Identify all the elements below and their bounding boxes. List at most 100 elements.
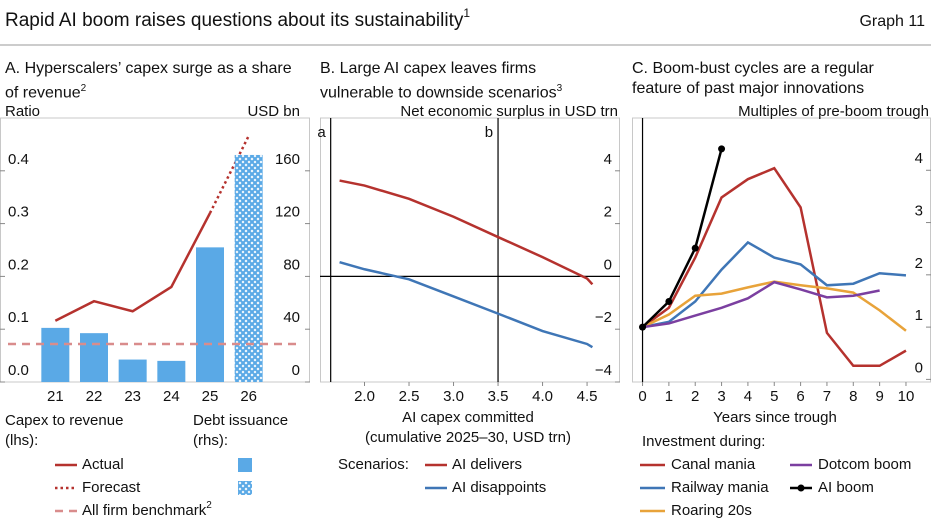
y-tick-label: 0.4 (8, 151, 29, 168)
legend-title: Investment during: (642, 433, 765, 450)
x-axis-label: AI capex committed (402, 409, 534, 426)
panel-title-text: B. Large AI capex leaves firms vulnerabl… (320, 60, 557, 102)
v-line-label: a (317, 124, 326, 141)
y2-tick-label: 40 (283, 309, 300, 326)
legend-label: Roaring 20s (671, 502, 752, 519)
y-tick-label: 0.1 (8, 309, 29, 326)
y2-tick-label: 0 (292, 362, 300, 379)
x-tick-label: 10 (898, 388, 915, 405)
x-tick-label: 3.0 (443, 388, 464, 405)
x-tick-label: 3.5 (488, 388, 509, 405)
panel-title-text: A. Hyperscalers’ capex surge as a share … (5, 60, 292, 102)
x-tick-label: 2.5 (399, 388, 420, 405)
page-title: Rapid AI boom raises questions about its… (5, 6, 470, 31)
line-series (339, 260, 594, 349)
point (691, 244, 699, 252)
legend-group-title: Debt issuance (rhs): (193, 412, 289, 449)
y-tick-label: 4 (915, 150, 923, 167)
x-tick-label: 21 (47, 388, 64, 405)
legend-swatch (238, 481, 252, 495)
legend-label: Forecast (82, 479, 141, 496)
line-series (642, 280, 880, 329)
line-series (641, 166, 907, 368)
y-axis-label: Ratio (5, 103, 40, 120)
panel-title: C. Boom-bust cycles are a regular featur… (632, 59, 922, 99)
x-tick-label: 5 (770, 388, 778, 405)
x-tick-label: 22 (86, 388, 103, 405)
y-tick-label: 2 (604, 204, 612, 221)
y-tick-label: 0 (915, 359, 923, 376)
y-tick-label: 4 (604, 151, 612, 168)
line-series (641, 148, 723, 329)
legend-group-title: Capex to revenue (lhs): (5, 412, 124, 449)
legend-marker (797, 484, 805, 492)
panel-title-note: 3 (556, 83, 563, 94)
legend-label: Railway mania (671, 479, 769, 496)
point (665, 297, 673, 305)
line-series (208, 135, 250, 214)
point (718, 145, 726, 153)
x-tick-label: 7 (823, 388, 831, 405)
y-tick-label: 0.3 (8, 204, 29, 221)
x-tick-label: 9 (875, 388, 883, 405)
y2-axis-label: USD bn (247, 103, 300, 120)
panel-title: B. Large AI capex leaves firms vulnerabl… (320, 59, 610, 103)
bar (157, 360, 186, 382)
y-tick-label: 3 (915, 203, 923, 220)
x-tick-label: 1 (665, 388, 673, 405)
x-tick-label: 0 (638, 388, 646, 405)
legend-label: AI disappoints (452, 479, 546, 496)
y-tick-label: 0.2 (8, 256, 29, 273)
line-series (642, 240, 907, 329)
v-line-label: b (485, 124, 493, 141)
title-text: Rapid AI boom raises questions about its… (5, 10, 464, 31)
legend-label: AI boom (818, 479, 874, 496)
x-tick-label: 4.5 (577, 388, 598, 405)
panel-title-text: C. Boom-bust cycles are a regular featur… (632, 60, 874, 97)
plot-frame (0, 117, 310, 383)
x-axis-label: (cumulative 2025–30, USD trn) (365, 429, 571, 446)
legend-label: Dotcom boom (818, 456, 911, 473)
y-tick-label: −4 (595, 362, 612, 379)
bar (118, 359, 147, 382)
point (639, 323, 647, 331)
title-note: 1 (463, 6, 470, 20)
y-tick-label: 0.0 (8, 362, 29, 379)
x-tick-label: 24 (163, 388, 180, 405)
line-series (54, 212, 212, 322)
line-series (339, 179, 594, 286)
graph-label: Graph 11 (859, 13, 925, 30)
x-tick-label: 26 (240, 388, 257, 405)
panel-title: A. Hyperscalers’ capex surge as a share … (5, 59, 295, 103)
x-tick-label: 2 (691, 388, 699, 405)
y-tick-label: 1 (915, 307, 923, 324)
x-tick-label: 23 (124, 388, 141, 405)
x-tick-label: 2.0 (354, 388, 375, 405)
y2-tick-label: 120 (275, 204, 300, 221)
legend-swatch (238, 458, 252, 472)
legend-label: AI delivers (452, 456, 522, 473)
y-tick-label: −2 (595, 309, 612, 326)
y-axis-label: Net economic surplus in USD trn (400, 103, 618, 120)
x-tick-label: 4.0 (532, 388, 553, 405)
y-axis-label: Multiples of pre-boom trough (738, 103, 929, 120)
legend-label: All firm benchmark2 (82, 500, 212, 519)
bar (80, 333, 108, 382)
legend-label-note: 2 (206, 500, 212, 511)
y-tick-label: 2 (915, 255, 923, 272)
legend-label: Actual (82, 456, 124, 473)
legend-label: Canal mania (671, 456, 756, 473)
plot-frame (632, 117, 931, 383)
plot-frame (320, 117, 620, 383)
x-axis-label: Years since trough (713, 409, 837, 426)
line-series (641, 280, 907, 332)
y-tick-label: 0 (604, 256, 612, 273)
panel-title-note: 2 (80, 83, 87, 94)
bar (41, 327, 70, 382)
bar (196, 247, 224, 382)
x-tick-label: 8 (849, 388, 857, 405)
x-tick-label: 4 (744, 388, 752, 405)
y2-tick-label: 80 (283, 256, 300, 273)
